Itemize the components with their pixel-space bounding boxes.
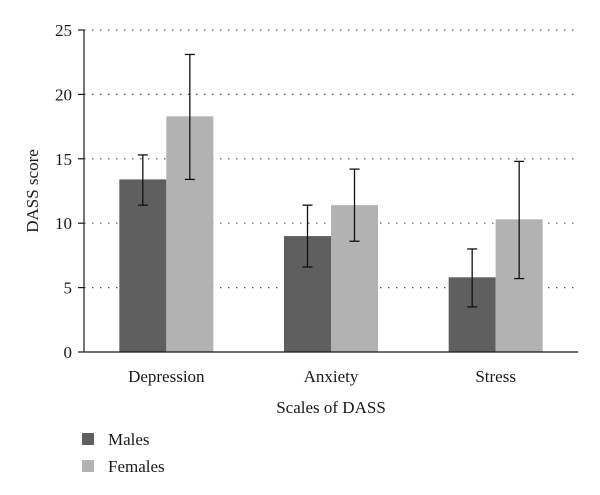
x-category-label: Depression <box>128 367 205 386</box>
x-category-labels: Depression Anxiety Stress <box>128 367 516 386</box>
y-tick-label: 25 <box>55 21 72 40</box>
y-tick-label: 0 <box>64 343 73 362</box>
axes <box>83 30 578 353</box>
y-ticks: 0 5 10 15 20 25 <box>55 21 84 362</box>
bars <box>119 116 543 353</box>
error-bars <box>137 53 525 308</box>
legend: Males Females <box>82 430 165 476</box>
y-tick-label: 20 <box>55 85 72 104</box>
legend-swatch-females <box>82 460 94 472</box>
x-category-label: Anxiety <box>304 367 359 386</box>
legend-label-males: Males <box>108 430 150 449</box>
bar-males-depression <box>119 179 167 352</box>
legend-label-females: Females <box>108 457 165 476</box>
legend-swatch-males <box>82 433 94 445</box>
y-axis-title: DASS score <box>23 149 42 233</box>
y-tick-label: 15 <box>55 150 72 169</box>
y-tick-label: 5 <box>64 279 73 298</box>
y-tick-label: 10 <box>55 214 72 233</box>
x-category-label: Stress <box>475 367 516 386</box>
x-axis-title: Scales of DASS <box>276 398 386 417</box>
